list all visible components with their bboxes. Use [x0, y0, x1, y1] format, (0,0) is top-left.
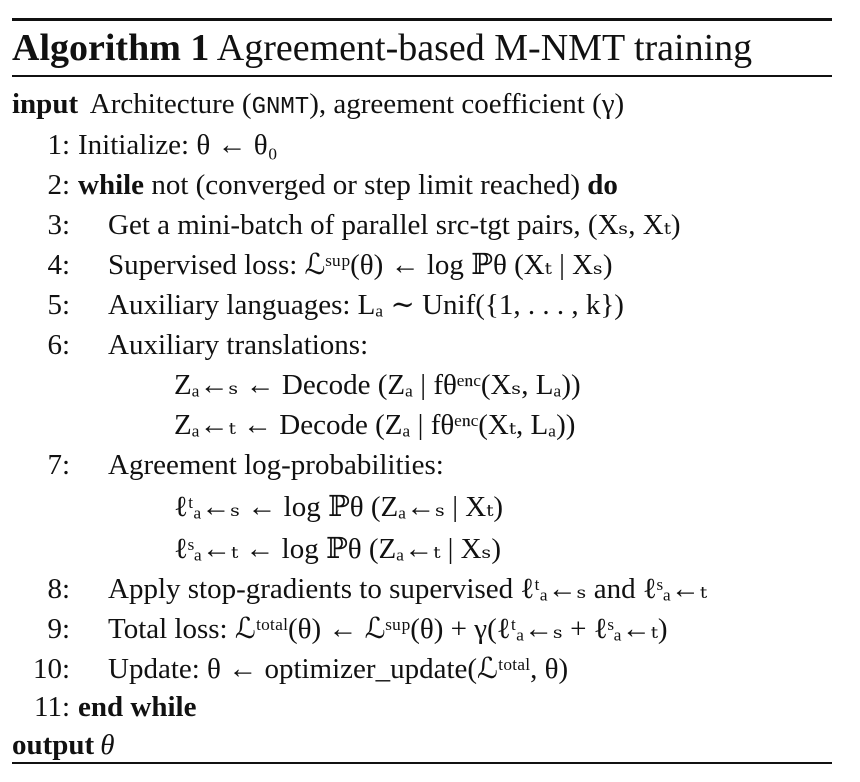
step-7: 7: Agreement log-probabilities: [12, 446, 444, 484]
step-text: not (converged or step limit reached) [144, 169, 588, 201]
step-text: Auxiliary translations: [108, 329, 369, 361]
output-text: θ [100, 729, 115, 761]
step-number: 2: [47, 169, 70, 201]
step-3: 3: Get a mini-batch of parallel src-tgt p… [12, 206, 681, 244]
step-text: Supervised loss: ℒˢᵘᵖ(θ) ← log ℙθ (Xₜ | … [108, 249, 613, 281]
step-11: 11: end while [12, 688, 196, 726]
step-7-eq-1: ℓᵗₐ←ₛ ← log ℙθ (Zₐ←ₛ | Xₜ) [12, 488, 503, 526]
step-number: 6: [47, 329, 70, 361]
equation: ℓᵗₐ←ₛ ← log ℙθ (Zₐ←ₛ | Xₜ) [174, 491, 504, 523]
algorithm-title: Algorithm 1 Agreement-based M-NMT traini… [12, 24, 752, 72]
input-text-suffix: ), agreement coefficient (γ) [309, 88, 625, 120]
step-1: 1: Initialize: θ ← θ₀ [12, 126, 278, 164]
step-number: 5: [47, 289, 70, 321]
output-line: output θ [12, 726, 114, 764]
step-6: 6: Auxiliary translations: [12, 326, 368, 364]
do-keyword: do [587, 169, 618, 201]
input-line: input Architecture (GNMT), agreement coe… [12, 85, 624, 127]
end-while-keyword: end while [78, 691, 197, 723]
step-9: 9: Total loss: ℒᵗᵒᵗᵃˡ(θ) ← ℒˢᵘᵖ(θ) + γ(ℓᵗ… [12, 610, 668, 648]
step-text: Agreement log-probabilities: [108, 449, 444, 481]
step-text: Total loss: ℒᵗᵒᵗᵃˡ(θ) ← ℒˢᵘᵖ(θ) + γ(ℓᵗₐ←… [108, 613, 668, 645]
step-4: 4: Supervised loss: ℒˢᵘᵖ(θ) ← log ℙθ (Xₜ … [12, 246, 613, 284]
input-arch: GNMT [251, 94, 310, 121]
step-number: 10: [32, 653, 70, 685]
step-text: Apply stop-gradients to supervised ℓᵗₐ←ₛ… [108, 573, 708, 605]
input-keyword: input [12, 88, 79, 120]
step-number: 8: [47, 573, 70, 605]
step-number: 7: [47, 449, 70, 481]
step-text: Update: θ ← optimizer_update(ℒᵗᵒᵗᵃˡ, θ) [108, 653, 569, 685]
step-text: Initialize: θ ← θ₀ [78, 129, 278, 161]
step-6-eq-1: Zₐ←ₛ ← Decode (Zₐ | fθᵉⁿᶜ(Xₛ, Lₐ)) [12, 366, 581, 404]
step-8: 8: Apply stop-gradients to supervised ℓᵗₐ… [12, 570, 707, 608]
step-6-eq-2: Zₐ←ₜ ← Decode (Zₐ | fθᵉⁿᶜ(Xₜ, Lₐ)) [12, 406, 575, 444]
step-text: Auxiliary languages: Lₐ ∼ Unif({1, . . .… [108, 289, 624, 321]
input-text-prefix: Architecture ( [89, 88, 252, 120]
step-7-eq-2: ℓˢₐ←ₜ ← log ℙθ (Zₐ←ₜ | Xₛ) [12, 530, 501, 568]
bottom-rule [12, 762, 832, 764]
top-rule [12, 18, 832, 21]
step-number: 1: [47, 129, 70, 161]
algorithm-label: Algorithm 1 [12, 27, 210, 69]
step-2: 2: while not (converged or step limit rea… [12, 166, 618, 204]
title-rule [12, 75, 832, 77]
while-keyword: while [78, 169, 145, 201]
step-10: 10: Update: θ ← optimizer_update(ℒᵗᵒᵗᵃˡ, … [12, 650, 568, 688]
output-keyword: output [12, 729, 95, 761]
equation: Zₐ←ₛ ← Decode (Zₐ | fθᵉⁿᶜ(Xₛ, Lₐ)) [174, 369, 581, 401]
step-number: 11: [34, 691, 70, 723]
step-5: 5: Auxiliary languages: Lₐ ∼ Unif({1, . .… [12, 286, 624, 324]
step-number: 9: [47, 613, 70, 645]
step-number: 4: [47, 249, 70, 281]
equation: Zₐ←ₜ ← Decode (Zₐ | fθᵉⁿᶜ(Xₜ, Lₐ)) [174, 409, 576, 441]
step-text: Get a mini-batch of parallel src-tgt pai… [108, 209, 681, 241]
algorithm-name: Agreement-based M-NMT training [216, 27, 753, 69]
step-number: 3: [47, 209, 70, 241]
equation: ℓˢₐ←ₜ ← log ℙθ (Zₐ←ₜ | Xₛ) [174, 533, 502, 565]
